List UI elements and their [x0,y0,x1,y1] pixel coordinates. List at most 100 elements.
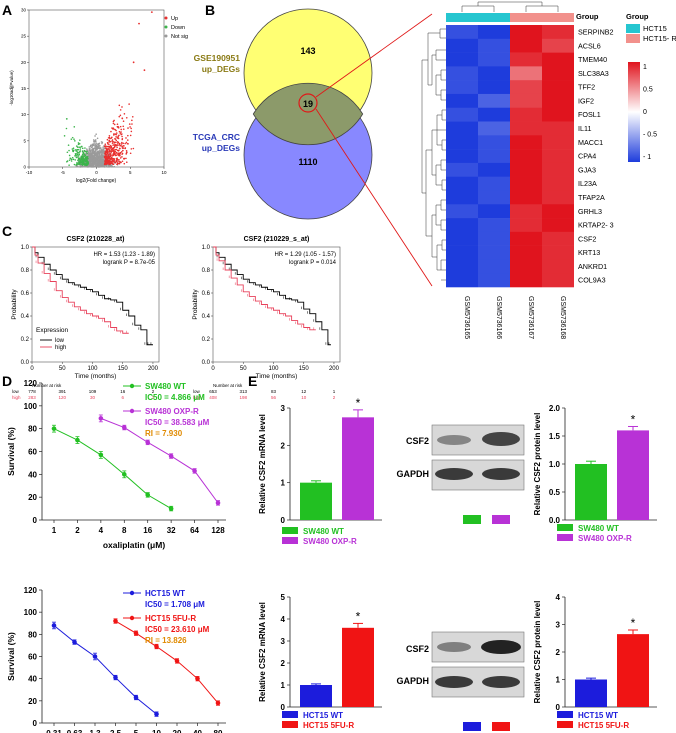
km-curve-low [213,246,331,346]
heatmap-cell [478,245,510,260]
dose-legend-dot-0 [129,590,135,596]
dose-xtick-label: 1.3 [89,729,101,733]
dose-xtick-label: 40 [193,729,202,733]
volcano-point-down [78,162,81,164]
dose-ytick-label: 0 [33,719,38,728]
volcano-point-down [76,151,79,154]
blot-lane-color-hct-wt [463,722,481,731]
bar-chart-sw480-mrna: 0 1 2 3 Relative CSF2 mRNA level * SW480 WTSW4… [258,396,382,546]
volcano-point-down [70,158,72,160]
heatmap-cell [478,66,510,81]
volcano-point-up [122,120,125,123]
volcano-point-down [76,162,78,165]
volcano-point-notsig [98,153,101,155]
dose-xtick-label: 0.31 [46,729,62,733]
heatmap-cell [478,162,510,177]
dose-point [174,658,180,664]
bar-ylabel: Relative CSF2 protein level [533,601,542,704]
volcano-point-up [114,150,117,153]
blot-label-csf2-bottom: CSF2 [406,644,429,654]
km-frame [31,246,160,363]
volcano-xlabel: log2(Fold change) [76,178,117,184]
volcano-point-up [109,144,112,147]
volcano-point-up [112,122,115,125]
volcano-point-up [108,161,110,164]
volcano-point-up [112,120,115,123]
bar-ytick-label: 5 [281,593,286,602]
km-risk-value: 16 [120,389,126,394]
volcano-point-down [70,160,73,162]
dose-ytick-label: 120 [24,586,38,595]
volcano-point-down [77,156,79,158]
volcano-point-down [77,154,80,157]
volcano-point-up [122,149,124,152]
volcano-point-notsig [94,152,97,155]
volcano-point-down [71,136,74,139]
heatmap-cell [542,38,574,53]
volcano-point-up [119,152,121,155]
volcano-point-down [74,155,77,157]
volcano-point-down [72,147,75,150]
bar-ytick-label: 4 [556,593,561,602]
heatmap-cell [510,135,542,150]
panel-label-b: B [205,2,215,18]
volcano-point-down [66,151,69,154]
volcano-point-up [107,148,110,150]
bar-legend-label-0: HCT15 WT [578,711,618,720]
volcano-ytick-label: 20 [21,60,27,65]
bar-legend-swatch-0 [282,711,298,718]
volcano-point-notsig [99,157,102,159]
heatmap-cell [446,80,478,95]
legend-dot-notsig [164,34,168,38]
bar-ytick-label: 3 [281,404,286,413]
volcano-point-notsig [85,148,88,150]
volcano-point-down [75,145,78,147]
volcano-point-down [78,153,81,156]
volcano-point-up [119,132,122,134]
dose-annotation-ri: RI = 13.826 [145,636,187,645]
bar-ytick-label: 0 [281,516,286,525]
volcano-ytick-label: 25 [21,34,27,39]
volcano-point-notsig [94,139,97,141]
bar-ytick-label: 1.0 [549,460,561,469]
heatmap-row-label: IGF2 [578,96,594,105]
volcano-point-notsig [100,161,103,163]
bar-legend-swatch-1 [282,721,298,728]
volcano-axes: -10 -5 0 5 10 0 5 10 15 20 25 30 [21,8,167,176]
volcano-point-notsig [89,144,92,147]
volcano-point-notsig [102,146,104,148]
volcano-point-up [115,139,118,142]
volcano-point-notsig [92,149,95,151]
dose-ytick-label: 40 [28,470,37,479]
km-ylabel: Probability [192,289,199,320]
bar-ytick-label: 3 [556,621,561,630]
volcano-ytick-label: 5 [23,138,26,143]
heatmap-row-label: IL23A [578,179,597,188]
bar-ytick-label: 0.0 [549,516,561,525]
volcano-point-notsig [101,142,103,145]
volcano-point-up [108,139,110,142]
volcano-xtick-label: -10 [26,170,33,175]
legend-swatch-hct15 [626,24,640,33]
km-ytick-label: 0.0 [21,360,30,366]
legend-label-up: Up [171,16,178,22]
heatmap-scale-tick-label: - 0.5 [643,132,657,139]
volcano-point-up [112,148,115,150]
volcano-point-up [108,148,111,151]
km-xlabel: Time (months) [256,373,298,380]
bar-ytick-label: 4 [281,615,286,624]
venn-count-tcga: 1110 [298,157,317,167]
km-xtick-label: 100 [87,366,98,372]
volcano-point-up [119,155,121,157]
heatmap-cell [478,38,510,53]
volcano-point-notsig [100,154,102,157]
volcano-point-down [82,155,85,158]
heatmap-cell [542,66,574,81]
bar-0 [300,482,332,520]
volcano-point-up [123,113,126,115]
heatmap: SERPINB2 ACSL6 TMEM40 SLC38A3 TFF2 IGF2 FOSL1 I… [421,1,676,339]
heatmap-cell [446,93,478,109]
blot-band-csf2-hct-wt [437,642,471,652]
volcano-point-up [116,157,118,159]
